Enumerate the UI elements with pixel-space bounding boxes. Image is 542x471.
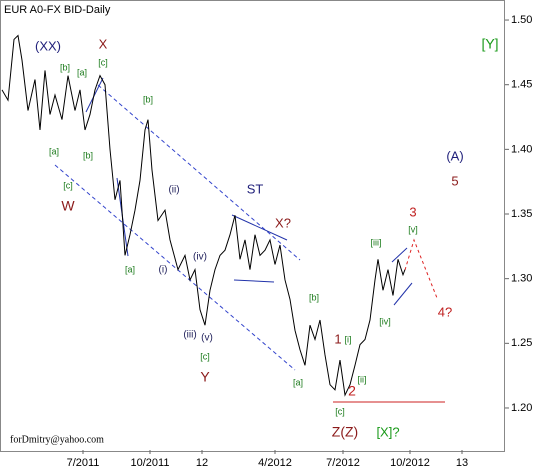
y-tick-label: 1.25 — [511, 337, 532, 349]
x-tick-label: 10/2011 — [131, 457, 170, 469]
wave-label: 5 — [451, 173, 458, 188]
footer: forDmitry@yahoo.com — [10, 434, 104, 445]
wave-label: [X]? — [376, 424, 399, 439]
wave-label: (XX) — [35, 38, 61, 53]
wave-label: [c] — [98, 57, 108, 67]
wave-label: [c] — [63, 180, 73, 190]
trend-line — [233, 279, 275, 283]
wave-label: X? — [275, 215, 291, 230]
x-tick-label: 7/2011 — [67, 457, 100, 469]
wave-label: W — [61, 198, 75, 214]
trend-line — [231, 214, 288, 241]
x-tick-label: 4/2012 — [258, 457, 292, 469]
x-tick-label: 7/2012 — [326, 457, 360, 469]
wave-label: Z(Z) — [332, 424, 358, 440]
wave-label: 2 — [348, 383, 356, 399]
channel-line — [54, 164, 296, 371]
chart-title: EUR A0-FX BID-Daily — [4, 4, 111, 16]
trend-line — [391, 247, 408, 263]
y-tick-label: 1.40 — [511, 143, 532, 155]
wave-label: (iv) — [193, 252, 207, 263]
wave-label: [a] — [77, 67, 87, 77]
y-tick-label: 1.30 — [511, 273, 532, 285]
wave-label: 4? — [438, 304, 452, 319]
price-line — [1, 34, 406, 397]
wave-label: [c] — [200, 351, 210, 361]
plot-frame — [0, 0, 505, 452]
wave-label: (A) — [446, 148, 463, 163]
wave-label: [ii] — [358, 374, 367, 384]
wave-label: Y — [200, 369, 210, 385]
wave-label: [c] — [335, 406, 345, 416]
wave-label: X — [99, 36, 108, 51]
wave-label: 3 — [409, 204, 416, 219]
x-tick-label: 10/2012 — [390, 457, 430, 469]
wave-label: (iii) — [183, 330, 196, 341]
wave-label: [b] — [309, 292, 319, 302]
wave-lines — [54, 77, 445, 403]
wave-label: [a] — [125, 264, 135, 274]
wave-label: [v] — [408, 224, 418, 234]
wave-label: (i) — [159, 265, 168, 276]
wave-label: (ii) — [168, 185, 179, 196]
wave-label: [iii] — [371, 237, 382, 247]
wave-label: [b] — [143, 94, 153, 104]
wave-label: (v) — [201, 333, 213, 344]
wave-label: [b] — [60, 62, 70, 72]
projection-line — [404, 238, 438, 299]
y-tick-label: 1.45 — [511, 79, 532, 91]
wave-label: ST — [247, 181, 264, 196]
trend-line — [85, 77, 104, 113]
wave-label: [b] — [83, 150, 93, 160]
wave-label: [a] — [293, 377, 303, 387]
wave-label: [Y] — [481, 36, 498, 52]
trend-line — [393, 282, 413, 306]
wave-label: 1 — [334, 331, 341, 346]
wave-label: [iv] — [379, 316, 391, 326]
x-tick-label: 13 — [456, 457, 468, 469]
y-tick-label: 1.50 — [511, 14, 532, 26]
y-tick-label: 1.20 — [511, 402, 532, 414]
x-tick-label: 12 — [196, 457, 208, 469]
wave-label: [i] — [344, 334, 351, 344]
channel-line — [97, 84, 301, 261]
wave-label: [a] — [49, 146, 59, 156]
y-tick-label: 1.35 — [511, 208, 532, 220]
